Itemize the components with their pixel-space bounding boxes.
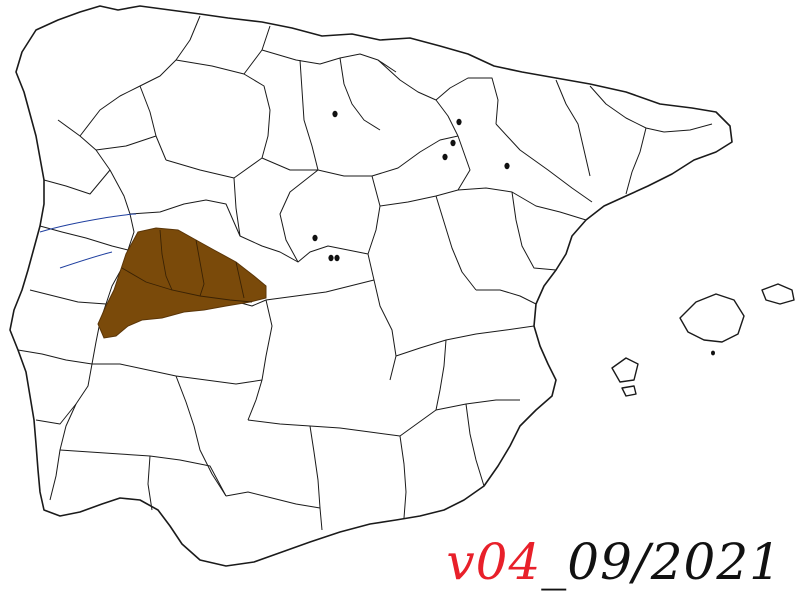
peninsula-outline bbox=[9, 5, 733, 567]
occurrence-dot bbox=[442, 153, 448, 161]
menorca-island bbox=[761, 283, 795, 305]
river-lines bbox=[39, 213, 137, 269]
formentera-island bbox=[621, 385, 637, 397]
version-date: _09/2021 bbox=[541, 533, 782, 591]
occurrence-dot bbox=[332, 110, 338, 118]
occurrence-dot bbox=[450, 139, 456, 147]
species-range-area bbox=[97, 227, 267, 339]
occurrence-dots bbox=[312, 110, 715, 356]
mallorca-island bbox=[679, 293, 745, 343]
occurrence-dot bbox=[711, 350, 715, 356]
version-label: v04 bbox=[446, 533, 542, 591]
occurrence-dot bbox=[328, 254, 334, 262]
occurrence-dot bbox=[312, 234, 318, 242]
occurrence-dot bbox=[456, 118, 462, 126]
version-stamp: v04_09/2021 bbox=[446, 537, 782, 587]
ibiza-island bbox=[611, 357, 639, 383]
occurrence-dot bbox=[334, 254, 340, 262]
province-boundaries bbox=[17, 15, 713, 531]
balearic-islands bbox=[611, 283, 795, 397]
occurrence-dot bbox=[504, 162, 510, 170]
range-internal-borders bbox=[121, 229, 253, 303]
